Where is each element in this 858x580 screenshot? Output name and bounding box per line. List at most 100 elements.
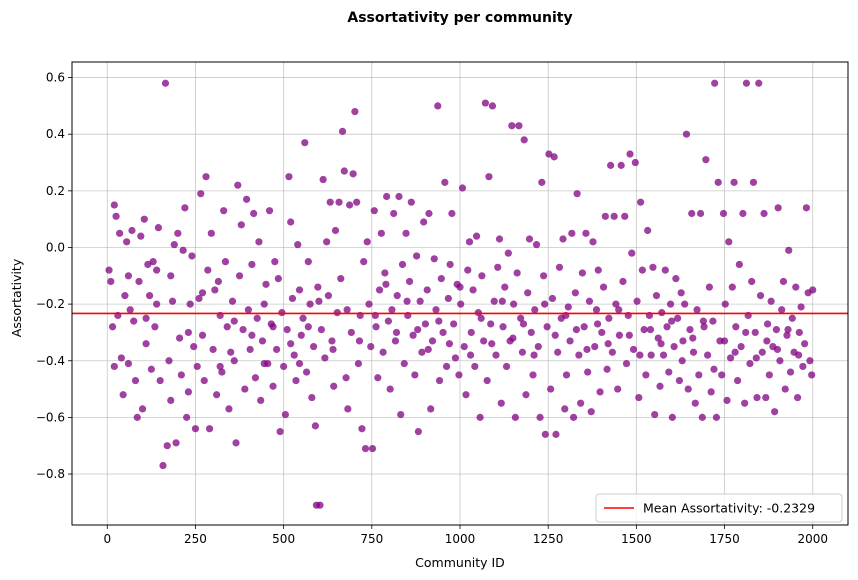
data-point — [490, 297, 498, 305]
data-point — [271, 258, 279, 266]
data-point — [460, 342, 468, 351]
data-point — [642, 371, 650, 379]
data-point — [765, 371, 773, 379]
data-point — [629, 345, 638, 354]
data-point — [571, 289, 579, 297]
data-point — [733, 376, 742, 385]
data-point — [485, 173, 493, 181]
data-point — [670, 342, 678, 351]
data-point — [181, 204, 189, 212]
data-point — [321, 354, 329, 362]
data-point — [216, 362, 224, 371]
data-point — [195, 294, 203, 303]
data-point — [170, 241, 178, 249]
data-point — [584, 368, 592, 376]
data-point — [530, 351, 538, 359]
data-point — [509, 334, 517, 342]
data-point — [425, 209, 433, 218]
data-point — [450, 320, 458, 328]
chart-title: Assortativity per community — [347, 10, 572, 26]
data-point — [483, 376, 491, 385]
y-tick-label: 0.2 — [46, 184, 65, 198]
data-point — [710, 365, 718, 373]
data-point — [538, 178, 546, 186]
data-point — [748, 277, 756, 286]
data-point — [262, 280, 270, 288]
data-point — [551, 331, 559, 339]
data-point — [172, 439, 180, 447]
data-point — [508, 122, 516, 130]
data-point — [391, 337, 400, 345]
data-point — [424, 345, 432, 354]
data-point — [383, 192, 391, 201]
data-point — [751, 328, 759, 337]
data-point — [712, 413, 721, 421]
data-point — [175, 334, 184, 342]
data-point — [207, 229, 215, 237]
data-point — [615, 331, 624, 339]
data-point — [534, 342, 542, 351]
data-point — [405, 277, 414, 286]
data-point — [149, 258, 157, 266]
data-point — [487, 320, 495, 328]
y-tick-label: −0.6 — [36, 410, 65, 424]
data-point — [347, 328, 355, 337]
data-point — [124, 359, 133, 368]
data-point — [168, 297, 177, 305]
data-point — [344, 405, 352, 413]
data-point — [731, 348, 739, 356]
data-point — [668, 413, 676, 421]
data-point — [730, 178, 738, 186]
data-point — [707, 388, 715, 396]
data-point — [119, 391, 127, 399]
data-point — [605, 314, 613, 322]
data-point — [244, 306, 252, 314]
data-point — [587, 408, 595, 416]
data-point — [674, 314, 682, 322]
data-point — [677, 289, 685, 297]
data-point — [358, 425, 366, 433]
data-point — [465, 238, 474, 246]
data-point — [221, 258, 230, 266]
data-point — [543, 323, 551, 331]
data-point — [161, 79, 170, 87]
data-point — [398, 260, 407, 269]
data-point — [333, 309, 341, 317]
data-point — [294, 241, 302, 249]
data-point — [301, 139, 309, 147]
x-tick-label: 750 — [360, 532, 383, 546]
data-point — [541, 300, 549, 308]
data-point — [582, 229, 590, 237]
data-point — [661, 266, 669, 274]
data-point — [545, 150, 553, 158]
data-point — [124, 272, 133, 280]
data-point — [755, 79, 763, 87]
data-point — [596, 388, 604, 396]
data-point — [604, 340, 612, 348]
data-point — [329, 345, 337, 354]
data-point — [306, 300, 314, 308]
data-point — [776, 357, 784, 365]
data-point — [444, 294, 452, 303]
data-point — [564, 303, 572, 311]
data-point — [292, 376, 300, 385]
data-point — [297, 331, 305, 339]
data-point — [525, 235, 534, 243]
data-point — [397, 410, 405, 419]
data-point — [501, 283, 509, 291]
data-point — [628, 249, 636, 257]
data-point — [700, 323, 708, 331]
data-point — [274, 275, 282, 283]
data-point — [392, 328, 401, 337]
data-point — [239, 326, 247, 334]
data-point — [345, 201, 354, 209]
data-point — [532, 241, 541, 249]
data-point — [806, 357, 814, 365]
data-point — [524, 289, 532, 297]
data-point — [241, 385, 249, 393]
data-point — [184, 328, 192, 337]
data-point — [188, 252, 196, 260]
data-point — [666, 300, 675, 308]
grid-layer — [72, 62, 848, 525]
data-point — [349, 170, 357, 178]
